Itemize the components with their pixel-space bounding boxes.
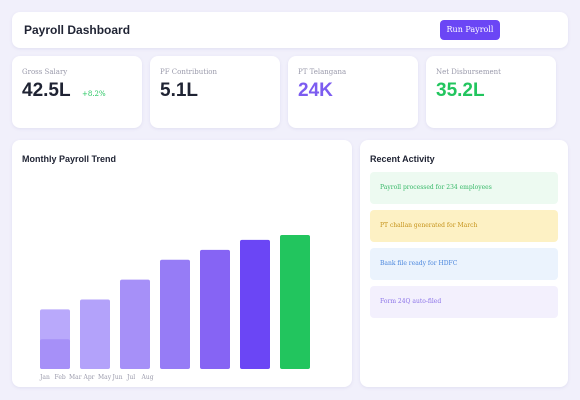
- run-payroll-button[interactable]: Run Payroll: [440, 20, 500, 40]
- stat-value: 24K: [298, 80, 333, 101]
- stat-value: 5.1L: [160, 80, 199, 101]
- activity-item[interactable]: PT challan generated for March: [370, 210, 558, 242]
- stat-card-pf-contribution: PF Contribution 5.1L: [150, 56, 280, 128]
- x-tick-label: Jan: [39, 374, 50, 381]
- bar-1: [80, 299, 110, 369]
- chart-title: Monthly Payroll Trend: [22, 154, 117, 164]
- page-title: Payroll Dashboard: [24, 23, 131, 37]
- payroll-trend-chart: Jan Feb Mar Apr May Jun Jul Aug: [39, 234, 310, 381]
- x-tick-label: Apr: [83, 374, 95, 381]
- bar-5: [240, 239, 270, 369]
- bar-4: [200, 249, 230, 369]
- x-tick-label: Jul: [126, 374, 135, 381]
- x-tick-label: Jun: [112, 374, 123, 381]
- header-bar: Payroll Dashboard Run Payroll: [12, 12, 568, 48]
- activity-title: Recent Activity: [370, 154, 435, 164]
- activity-item[interactable]: Form 24Q auto-filed: [370, 286, 558, 318]
- stat-label: PF Contribution: [160, 68, 218, 76]
- bar-2: [120, 279, 150, 369]
- bar-6: [280, 234, 310, 369]
- activity-item[interactable]: Payroll processed for 234 employees: [370, 172, 558, 204]
- stat-label: Net Disbursement: [436, 68, 501, 76]
- payroll-trend-card: Monthly Payroll Trend Jan Feb Mar Apr May Jun…: [12, 140, 352, 387]
- activity-item[interactable]: Bank file ready for HDFC: [370, 248, 558, 280]
- stat-value: 42.5L: [22, 80, 71, 101]
- x-tick-label: Feb: [55, 374, 66, 381]
- stat-card-pt-telangana: PT Telangana 24K: [288, 56, 418, 128]
- stat-card-gross-salary: Gross Salary 42.5L +8.2%: [12, 56, 142, 128]
- x-tick-label: May: [98, 374, 112, 381]
- stat-value: 35.2L: [436, 80, 485, 101]
- stat-label: Gross Salary: [22, 68, 68, 76]
- stat-change-badge: +8.2%: [82, 90, 106, 98]
- bar-overlay: [40, 339, 70, 369]
- stat-label: PT Telangana: [298, 68, 347, 76]
- stat-card-net-disbursement: Net Disbursement 35.2L: [426, 56, 556, 128]
- x-tick-label: Mar: [69, 374, 82, 381]
- x-tick-label: Aug: [141, 374, 154, 381]
- recent-activity-card: Recent Activity Payroll processed for 23…: [360, 140, 568, 387]
- bar-3: [160, 259, 190, 369]
